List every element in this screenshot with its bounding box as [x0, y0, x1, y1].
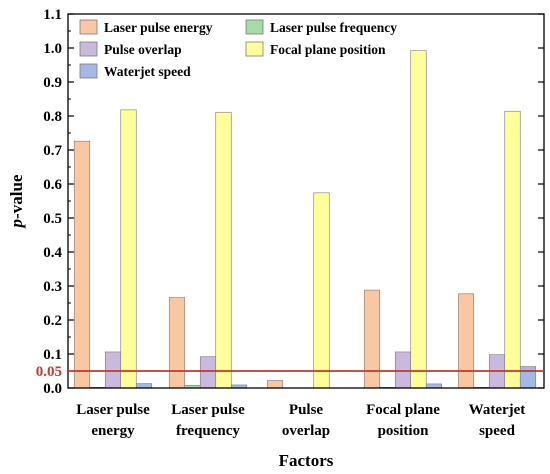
x-axis-categories: Laser pulse energy Laser pulse frequency Pul…	[76, 402, 525, 439]
threshold-line: 0.05	[36, 364, 544, 380]
y-tick-label: 1.1	[43, 7, 62, 23]
threshold-label: 0.05	[36, 364, 62, 380]
legend-label: Pulse overlap	[104, 42, 182, 57]
bar	[504, 110, 521, 389]
y-axis-title-p: p	[7, 219, 26, 230]
legend-swatch	[245, 41, 264, 57]
y-tick-label: 0.2	[43, 313, 62, 329]
bar	[363, 289, 381, 389]
bar	[199, 356, 217, 389]
y-tick-label: 0.4	[43, 245, 62, 261]
y-axis-title-rest: -value	[7, 174, 26, 219]
legend-label: Laser pulse energy	[104, 20, 213, 35]
bar	[519, 366, 537, 389]
bar	[266, 380, 284, 389]
legend-label: Laser pulse frequency	[270, 20, 397, 35]
bar	[135, 383, 153, 389]
x-tick-label: Waterjet speed	[469, 402, 526, 439]
bar	[457, 293, 475, 389]
y-tick-label: 0.3	[43, 279, 62, 295]
bar	[104, 351, 122, 389]
y-tick-label: 0.9	[43, 75, 62, 91]
y-tick-label: 0.1	[43, 347, 62, 363]
bars	[73, 50, 537, 389]
y-axis-ticks: 0.0 0.1 0.2 0.3 0.4 0.5 0.6 0.7 0.8 0.9 1.0 1.1	[43, 7, 544, 397]
plot-frame	[67, 13, 545, 389]
legend-label: Waterjet speed	[104, 64, 191, 79]
x-tick-label: Laser pulse frequency	[171, 402, 245, 439]
bar	[313, 192, 330, 389]
legend-swatch	[79, 19, 98, 35]
y-tick-label: 1.0	[43, 41, 62, 57]
bar	[168, 297, 186, 389]
x-tick-label: Pulse overlap	[282, 402, 330, 439]
bar	[73, 140, 91, 389]
bar	[410, 50, 427, 389]
bar	[215, 111, 232, 389]
legend-swatch	[79, 41, 98, 57]
legend-swatch	[245, 19, 264, 35]
y-tick-label: 0.7	[43, 143, 62, 159]
legend: Laser pulse energy Laser pulse frequency P…	[79, 19, 397, 79]
x-axis-title: Factors	[279, 451, 334, 470]
y-tick-label: 0.5	[43, 211, 62, 227]
y-tick-label: 0.6	[43, 177, 62, 193]
bar	[120, 109, 137, 389]
bar	[394, 351, 412, 389]
legend-label: Focal plane position	[270, 42, 386, 57]
x-tick-label: Laser pulse energy	[76, 402, 150, 439]
x-tick-label: Focal plane position	[366, 402, 440, 439]
y-tick-label: 0.8	[43, 109, 62, 125]
y-axis-title: p-value	[7, 174, 26, 229]
legend-swatch	[79, 63, 98, 79]
y-tick-label: 0.0	[43, 381, 62, 397]
